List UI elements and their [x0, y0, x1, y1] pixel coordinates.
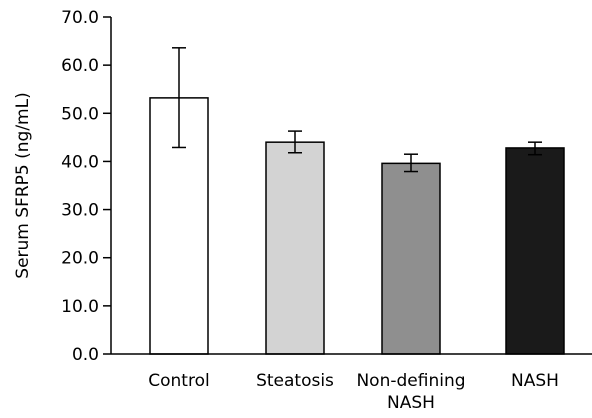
y-tick-label: 30.0: [61, 201, 99, 221]
bar: [505, 147, 565, 355]
y-axis-ticks: 0.0 10.0 20.0 30.0 40.0 50.0 60.0 70.0: [61, 8, 111, 365]
y-tick-label: 20.0: [61, 249, 99, 269]
error-bars: [172, 47, 542, 173]
y-tick-label: 70.0: [61, 8, 99, 28]
y-tick-label: 40.0: [61, 152, 99, 172]
x-category-label: Non-defining NASH: [356, 371, 465, 413]
bar: [265, 141, 325, 355]
x-category-label: NASH: [511, 371, 559, 391]
y-tick-label: 0.0: [72, 345, 99, 365]
bar: [381, 162, 441, 355]
bars: [149, 97, 565, 355]
x-category-label: Control: [148, 371, 209, 391]
x-axis-labels: Control Steatosis Non-defining NASH NASH: [148, 371, 559, 413]
y-axis-title: Serum SFRP5 (ng/mL): [13, 92, 33, 278]
y-tick-label: 60.0: [61, 56, 99, 76]
y-tick-label: 50.0: [61, 104, 99, 124]
x-category-label: Steatosis: [256, 371, 334, 391]
y-tick-label: 10.0: [61, 297, 99, 317]
